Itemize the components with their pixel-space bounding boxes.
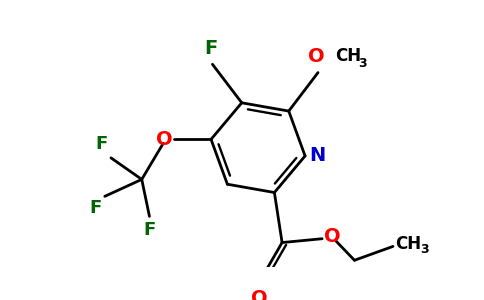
- Text: 3: 3: [358, 57, 367, 70]
- Text: O: O: [308, 47, 325, 66]
- Text: F: F: [90, 200, 102, 217]
- Text: N: N: [309, 146, 325, 165]
- Text: CH: CH: [395, 235, 422, 253]
- Text: O: O: [324, 227, 341, 246]
- Text: O: O: [251, 289, 267, 300]
- Text: F: F: [143, 221, 155, 239]
- Text: F: F: [96, 135, 108, 153]
- Text: 3: 3: [420, 243, 428, 256]
- Text: CH: CH: [335, 47, 361, 65]
- Text: O: O: [156, 130, 172, 149]
- Text: F: F: [204, 39, 217, 58]
